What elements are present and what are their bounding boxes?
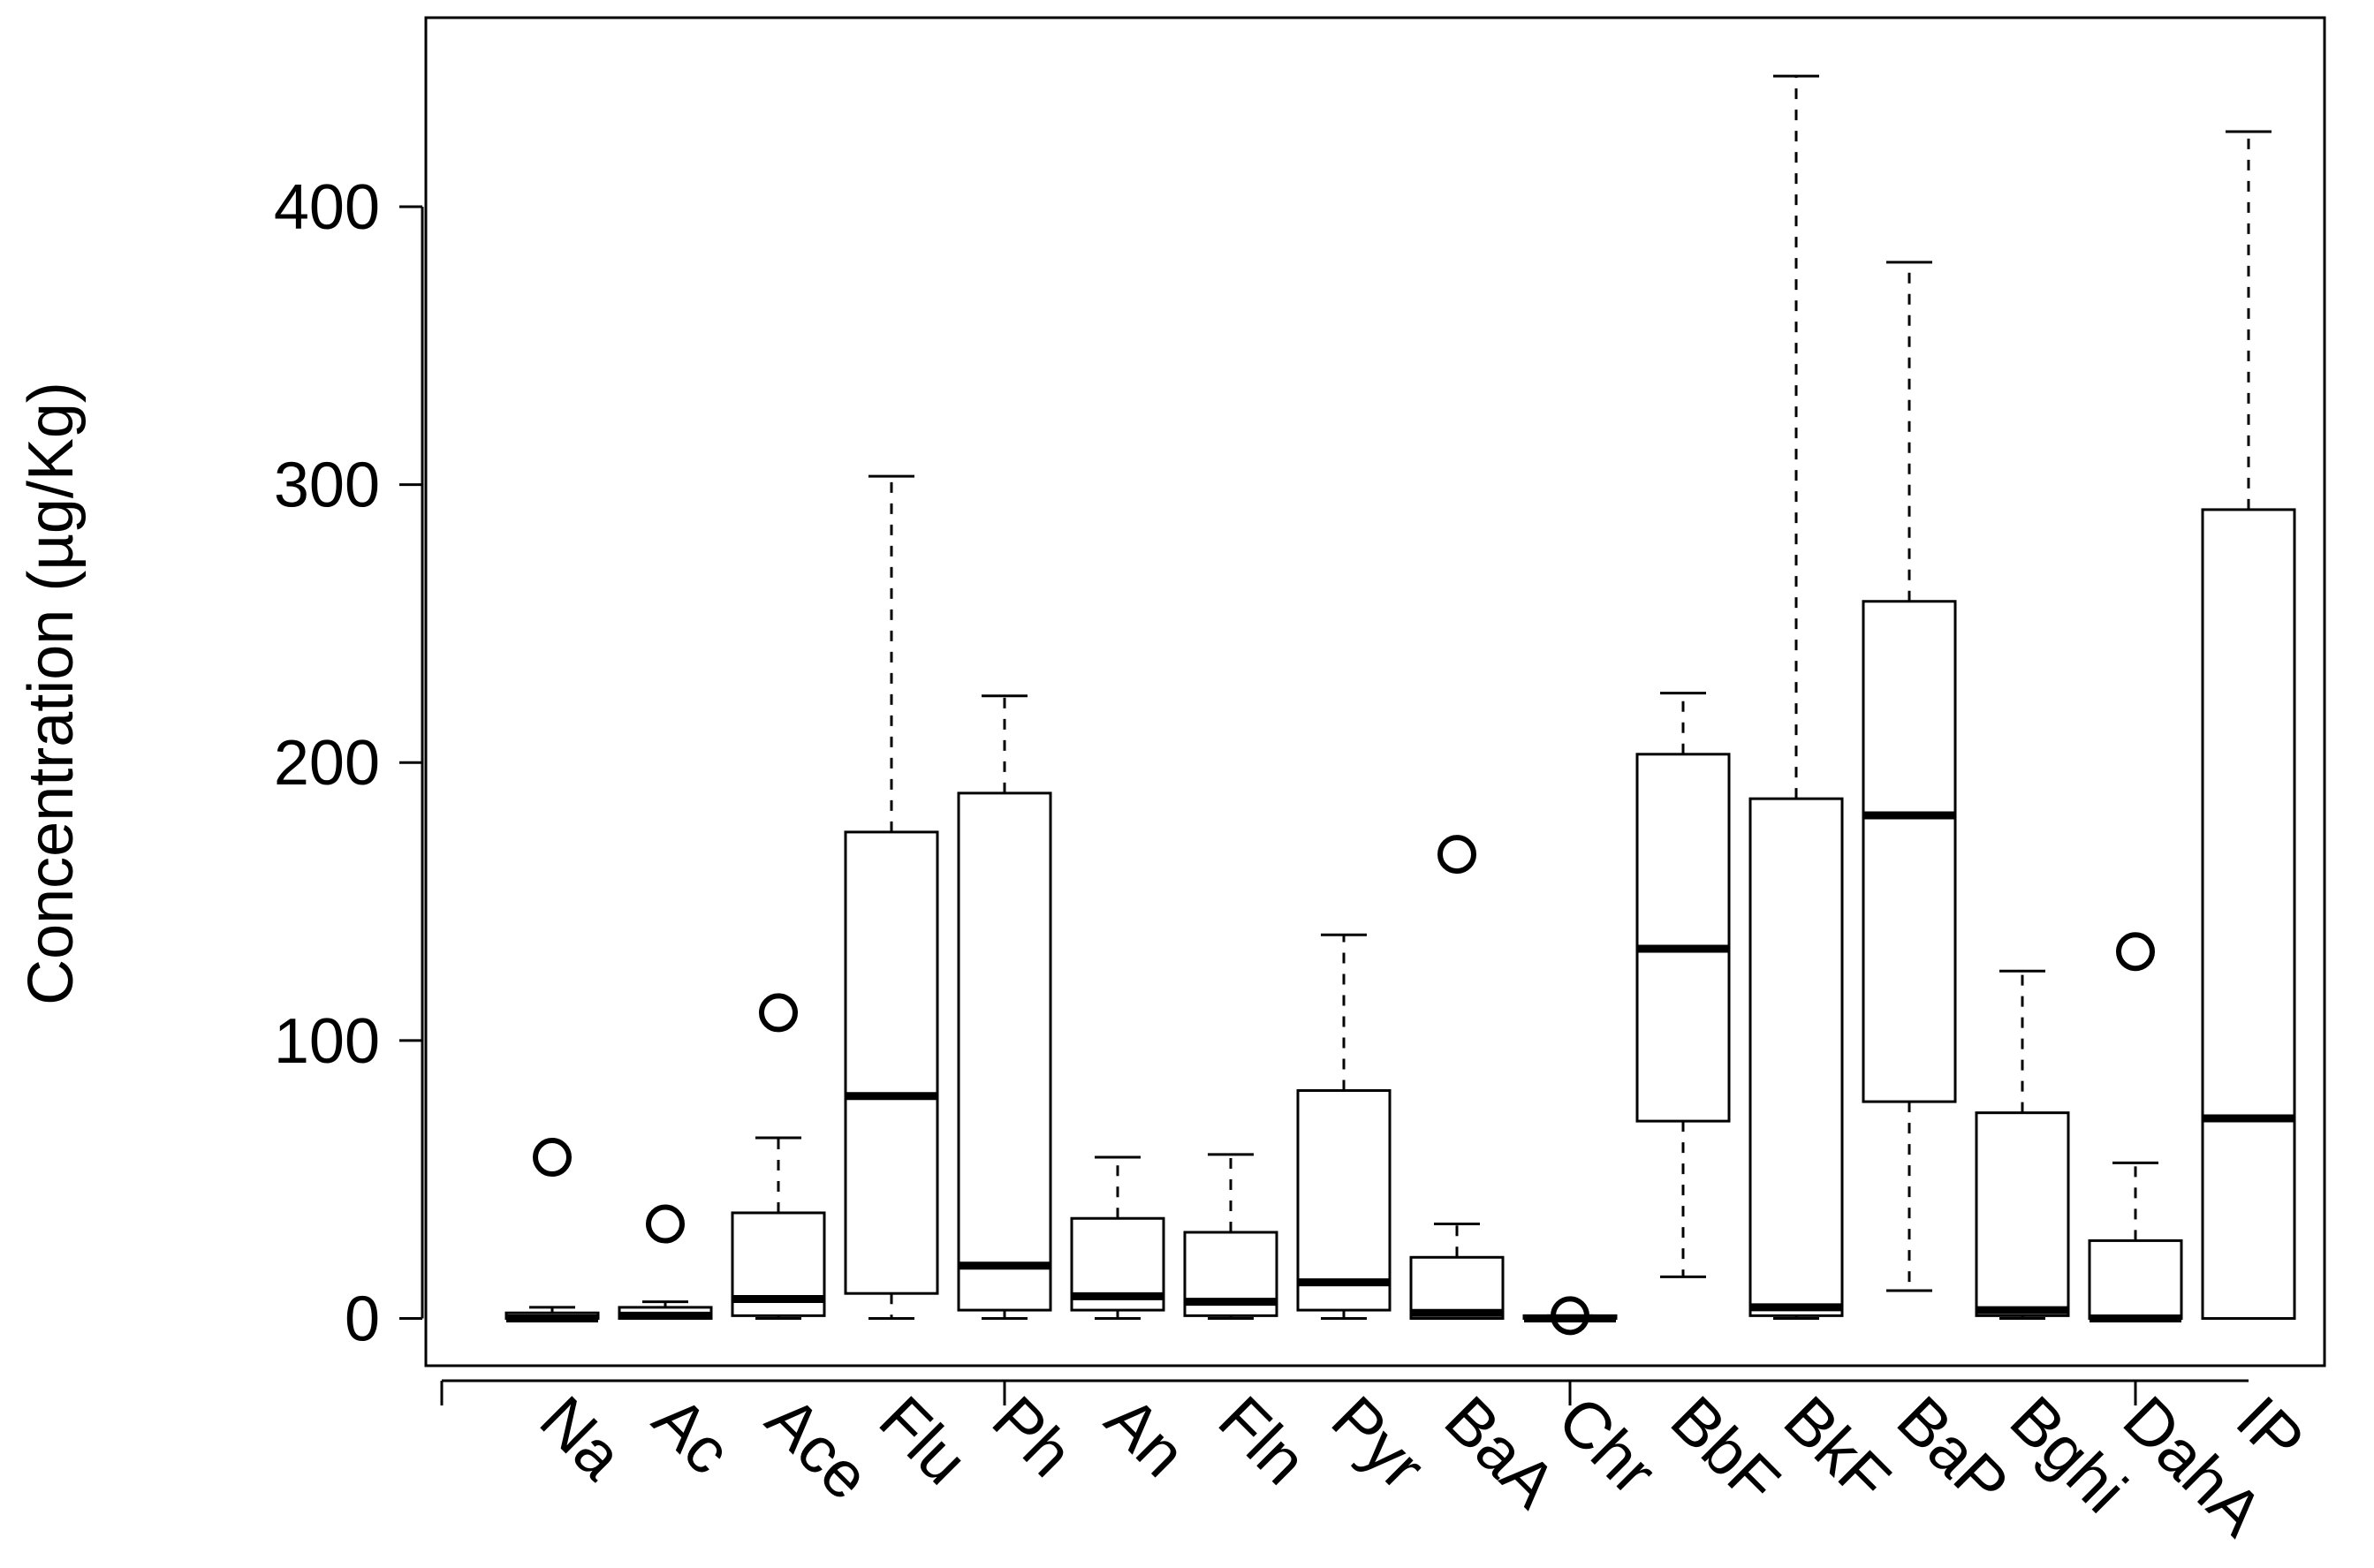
outlier-point <box>2116 932 2155 972</box>
x-category-label: Bghi <box>1997 1382 2141 1526</box>
iqr-box <box>957 792 1052 1312</box>
iqr-box <box>1409 1255 1505 1321</box>
outlier-point <box>759 993 798 1033</box>
x-category-label: Chr <box>1544 1382 1671 1509</box>
iqr-box <box>1862 600 1957 1103</box>
x-category-label: Ph <box>979 1382 1088 1491</box>
x-category-label: An <box>1092 1382 1201 1491</box>
x-category-label: BaA <box>1431 1382 1571 1522</box>
x-category-label: Ace <box>753 1382 884 1514</box>
y-tick-label: 200 <box>274 728 380 799</box>
iqr-box <box>1296 1089 1392 1312</box>
iqr-box <box>2088 1238 2183 1321</box>
y-axis-title: Concentration (µg/Kg) <box>16 382 87 1005</box>
box-ac <box>618 1204 713 1321</box>
box-ace <box>731 993 826 1321</box>
box-series <box>504 74 2296 1336</box>
box-na <box>504 1138 600 1323</box>
x-category-label: Pyr <box>1318 1382 1439 1504</box>
x-category-label: BaP <box>1884 1382 2023 1522</box>
box-daha <box>2088 932 2183 1323</box>
x-category-label: BkF <box>1771 1382 1905 1517</box>
x-category-label: Na <box>527 1382 638 1494</box>
y-tick-label: 400 <box>274 172 380 243</box>
outlier-point <box>646 1204 685 1244</box>
y-tick-label: 100 <box>274 1006 380 1077</box>
outlier-point <box>533 1138 572 1178</box>
box-flu <box>844 474 939 1321</box>
box-fln <box>1183 1153 1278 1321</box>
plot-frame <box>424 16 2326 1367</box>
box-chr <box>1522 1296 1618 1336</box>
box-bghi <box>1975 969 2070 1321</box>
x-category-label: Fln <box>1205 1382 1321 1498</box>
iqr-box <box>1748 797 1844 1317</box>
iqr-box <box>1635 753 1731 1123</box>
x-category-label: Flu <box>866 1382 982 1498</box>
box-bkf <box>1748 74 1844 1321</box>
box-bbf <box>1635 692 1731 1278</box>
y-axis: 0 100 200 300 400 <box>274 172 424 1355</box>
iqr-box <box>1975 1111 2070 1317</box>
x-category-label: Ac <box>640 1382 746 1488</box>
outlier-point <box>1551 1296 1589 1336</box>
box-ip <box>2201 130 2296 1321</box>
outlier-point <box>1437 835 1476 875</box>
iqr-box <box>844 830 939 1295</box>
iqr-box <box>2201 508 2296 1321</box>
y-tick-label: 0 <box>345 1284 380 1355</box>
box-ph <box>957 694 1052 1321</box>
box-bap <box>1862 261 1957 1292</box>
box-pyr <box>1296 933 1392 1321</box>
box-an <box>1070 1155 1165 1321</box>
x-category-label: BbF <box>1657 1382 1794 1519</box>
y-tick-label: 300 <box>274 451 380 521</box>
box-baa <box>1409 835 1505 1321</box>
